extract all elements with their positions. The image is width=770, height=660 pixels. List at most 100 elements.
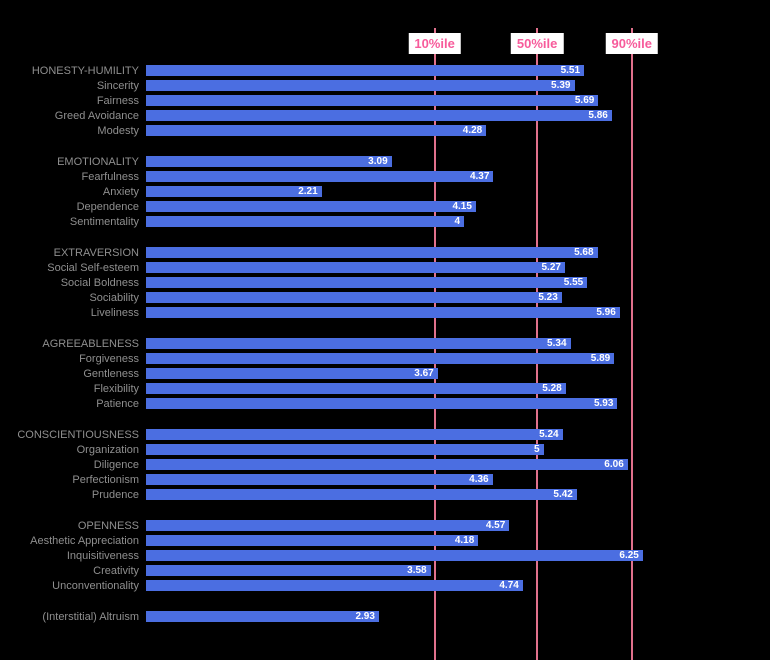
row-label: Diligence [93, 458, 139, 471]
row-label: Inquisitiveness [66, 549, 139, 562]
bar-track: 5.51 [146, 65, 770, 76]
percentile-label: 10%ile [408, 33, 461, 54]
bar: 5 [146, 444, 544, 455]
bar-value: 6.06 [604, 459, 624, 470]
bar-value: 5.93 [593, 398, 614, 409]
bar-track: 6.06 [146, 459, 770, 470]
row-label: EMOTIONALITY [57, 155, 139, 168]
bar-row: Modesty 4.28 [0, 123, 770, 138]
bar-value: 3.58 [407, 565, 427, 576]
bar: 3.09 [146, 156, 392, 167]
bar-track: 5.93 [146, 398, 770, 409]
bar-value: 4.36 [469, 474, 489, 485]
bar: 2.21 [146, 186, 322, 197]
row-label: Social Boldness [60, 276, 139, 289]
bar-track: 5.96 [146, 307, 770, 318]
bar-value: 5.51 [560, 65, 581, 76]
row-label: OPENNESS [77, 519, 139, 532]
percentile-line [630, 28, 633, 660]
row-label: Anxiety [102, 185, 139, 198]
bar: 4.36 [146, 474, 493, 485]
bar-value: 5.55 [563, 277, 584, 288]
bar-row: Inquisitiveness 6.25 [0, 548, 770, 563]
bar-row: (Interstitial) Altruism 2.93 [0, 609, 770, 624]
bar-row: CONSCIENTIOUSNESS 5.24 [0, 427, 770, 442]
bar-value: 5.28 [542, 383, 562, 394]
row-label: Prudence [91, 488, 139, 501]
bar-value: 4 [454, 216, 460, 227]
row-label: CONSCIENTIOUSNESS [17, 428, 139, 441]
bar-group: (Interstitial) Altruism 2.93 [0, 609, 770, 624]
bar-row: Anxiety 2.21 [0, 184, 770, 199]
row-label: HONESTY-HUMILITY [31, 64, 139, 77]
bar-row: Diligence 6.06 [0, 457, 770, 472]
bar-value: 6.25 [619, 550, 639, 561]
bar-row: Aesthetic Appreciation 4.18 [0, 533, 770, 548]
bar-value: 5.42 [553, 489, 573, 500]
row-label: Unconventionality [52, 579, 139, 592]
row-label: Fearfulness [81, 170, 139, 183]
bar-row: Sociability 5.23 [0, 290, 770, 305]
bar-row: Unconventionality 4.74 [0, 578, 770, 593]
bar-track: 4.15 [146, 201, 770, 212]
bar-group: OPENNESS 4.57 Aesthetic Appreciation 4.18 In… [0, 518, 770, 593]
bar-value: 3.67 [414, 368, 434, 379]
bar-track: 5.39 [146, 80, 770, 91]
bar: 5.69 [146, 95, 599, 106]
bar-value: 5.86 [588, 110, 608, 121]
bar-track: 5.42 [146, 489, 770, 500]
row-label: Fairness [96, 94, 139, 107]
bar: 3.67 [146, 368, 438, 379]
bar-value: 5.39 [551, 80, 571, 91]
row-label: Aesthetic Appreciation [30, 534, 139, 547]
bar-row: Greed Avoidance 5.86 [0, 108, 770, 123]
percentile-label: 50%ile [510, 33, 564, 54]
bar: 6.25 [146, 550, 643, 561]
bar: 4.18 [146, 535, 479, 546]
bar: 4.74 [146, 580, 523, 591]
bar: 5.27 [146, 262, 565, 273]
bar-track: 2.21 [146, 186, 770, 197]
bar-track: 5.86 [146, 110, 770, 121]
bar: 6.06 [146, 459, 628, 470]
bar-group: HONESTY-HUMILITY 5.51 Sincerity 5.39 Fairnes… [0, 63, 770, 138]
bar: 5.34 [146, 338, 571, 349]
row-label: Liveliness [90, 306, 139, 319]
bar-row: Fearfulness 4.37 [0, 169, 770, 184]
bar-track: 5.28 [146, 383, 770, 394]
bar-track: 4.36 [146, 474, 770, 485]
bar-group: EMOTIONALITY 3.09 Fearfulness 4.37 Anxiety 2.… [0, 154, 770, 229]
bar-rows-container: HONESTY-HUMILITY 5.51 Sincerity 5.39 Fairnes… [0, 63, 770, 624]
row-label: Sincerity [96, 79, 139, 92]
row-label: Forgiveness [79, 352, 139, 365]
bar-track: 5.23 [146, 292, 770, 303]
bar-track: 4.18 [146, 535, 770, 546]
bar-value: 3.09 [368, 156, 388, 167]
bar: 5.55 [146, 277, 588, 288]
bar-track: 5.68 [146, 247, 770, 258]
bar-row: Social Boldness 5.55 [0, 275, 770, 290]
bar-value: 4.57 [485, 520, 506, 531]
bar: 4.37 [146, 171, 494, 182]
bar: 5.89 [146, 353, 615, 364]
bar-value: 5.34 [547, 338, 567, 349]
row-label: Flexibility [93, 382, 139, 395]
bar-row: Liveliness 5.96 [0, 305, 770, 320]
bar-row: Sentimentality 4 [0, 214, 770, 229]
bar-row: HONESTY-HUMILITY 5.51 [0, 63, 770, 78]
bar: 5.39 [146, 80, 575, 91]
bar-row: Social Self-esteem 5.27 [0, 260, 770, 275]
bar-value: 4.15 [452, 201, 472, 212]
bar-row: EXTRAVERSION 5.68 [0, 245, 770, 260]
bar-track: 3.67 [146, 368, 770, 379]
bar-value: 5.68 [574, 247, 594, 258]
bar-value: 5.69 [574, 95, 595, 106]
bar-group: EXTRAVERSION 5.68 Social Self-esteem 5.27 So… [0, 245, 770, 320]
bar-row: AGREEABLENESS 5.34 [0, 336, 770, 351]
bar-value: 4.18 [454, 535, 475, 546]
bar: 5.51 [146, 65, 585, 76]
row-label: AGREEABLENESS [42, 337, 139, 350]
bar: 5.86 [146, 110, 612, 121]
row-label: (Interstitial) Altruism [42, 610, 139, 623]
row-label: Gentleness [83, 367, 139, 380]
